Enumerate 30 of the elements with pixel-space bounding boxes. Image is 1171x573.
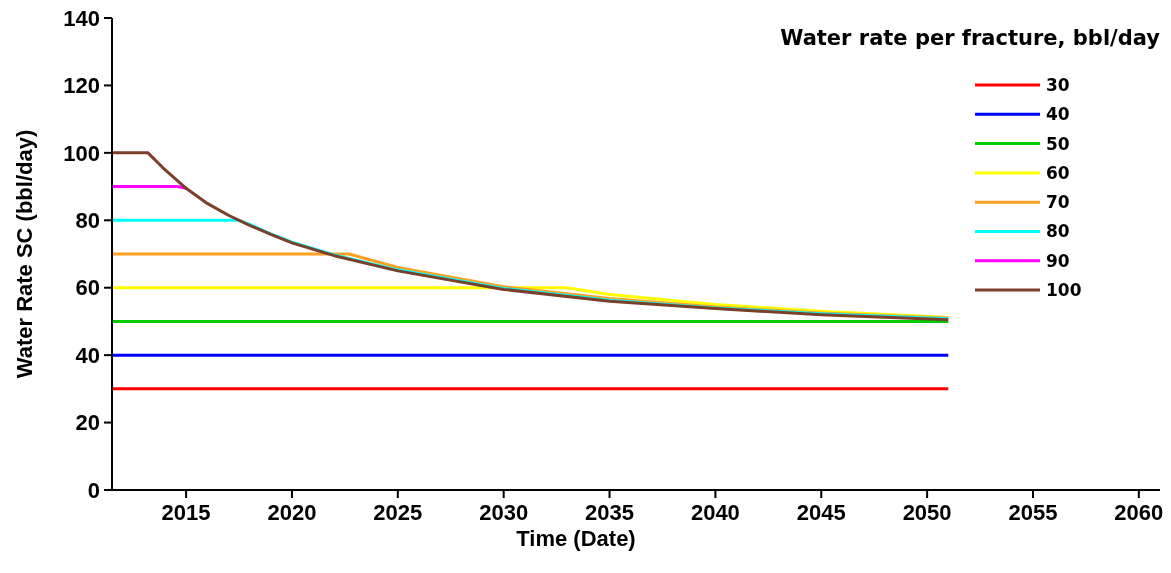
y-tick-label: 80 — [75, 207, 100, 233]
y-axis-title: Water Rate SC (bbl/day) — [12, 129, 37, 379]
y-tick-label: 100 — [63, 140, 100, 166]
y-tick-label: 0 — [87, 477, 100, 503]
x-tick-label: 2045 — [796, 500, 846, 525]
legend-label: 60 — [1046, 162, 1070, 183]
x-tick-label: 2040 — [690, 500, 740, 525]
x-tick-label: 2050 — [902, 500, 952, 525]
x-tick-label: 2020 — [267, 500, 317, 525]
y-tick-label: 120 — [63, 73, 100, 99]
line-series — [110, 151, 950, 322]
x-tick-label: 2015 — [161, 500, 211, 525]
legend-title: Water rate per fracture, bbl/day — [780, 26, 1161, 50]
legend-label: 90 — [1046, 250, 1070, 271]
x-tick-label: 2025 — [373, 500, 423, 525]
legend-label: 80 — [1046, 221, 1070, 242]
legend-label: 40 — [1046, 104, 1070, 125]
x-axis-title: Time (Date) — [516, 526, 636, 551]
legend-label: 100 — [1046, 280, 1082, 301]
y-tick-label: 20 — [75, 410, 100, 436]
x-tick-label: 2035 — [585, 500, 635, 525]
y-tick-label: 60 — [75, 275, 100, 301]
y-tick-label: 40 — [75, 342, 100, 368]
x-tick-label: 2055 — [1008, 500, 1058, 525]
x-tick-label: 2030 — [479, 500, 529, 525]
legend-label: 30 — [1046, 74, 1070, 95]
y-tick-label: 140 — [63, 5, 100, 31]
legend-label: 50 — [1046, 133, 1070, 154]
legend-label: 70 — [1046, 192, 1070, 213]
x-tick-label: 2060 — [1114, 500, 1164, 525]
